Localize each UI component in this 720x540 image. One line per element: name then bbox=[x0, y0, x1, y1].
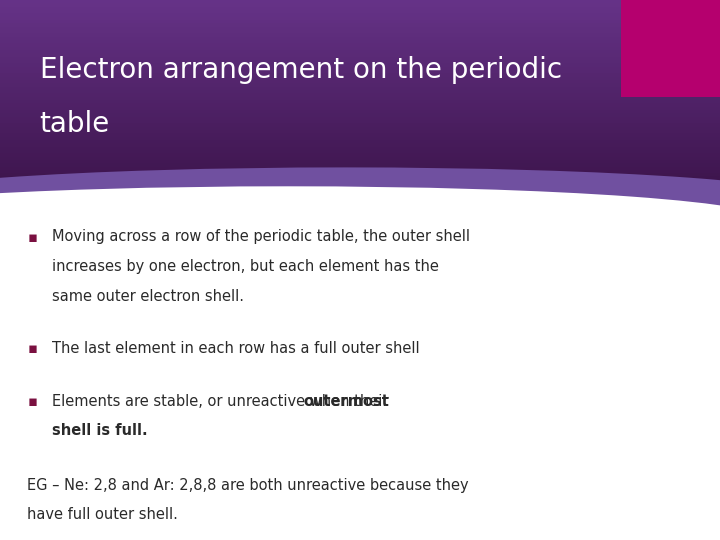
Bar bbox=[0, 180, 720, 183]
Bar bbox=[0, 83, 720, 86]
Bar bbox=[0, 170, 720, 173]
Text: table: table bbox=[40, 110, 110, 138]
Text: ▪: ▪ bbox=[27, 230, 37, 245]
Bar bbox=[0, 57, 720, 60]
Text: Moving across a row of the periodic table, the outer shell: Moving across a row of the periodic tabl… bbox=[52, 230, 470, 245]
Bar bbox=[0, 93, 720, 97]
Bar bbox=[0, 186, 720, 190]
Text: outermost: outermost bbox=[303, 394, 389, 409]
Text: Electron arrangement on the periodic: Electron arrangement on the periodic bbox=[40, 56, 562, 84]
Bar bbox=[0, 26, 720, 30]
Bar bbox=[0, 183, 720, 186]
Bar bbox=[0, 146, 720, 150]
Bar bbox=[0, 166, 720, 170]
Bar bbox=[0, 53, 720, 57]
Bar bbox=[0, 197, 720, 200]
Bar bbox=[621, 0, 720, 97]
Bar bbox=[0, 73, 720, 77]
Ellipse shape bbox=[0, 167, 720, 238]
Bar bbox=[0, 177, 720, 180]
Bar bbox=[0, 80, 720, 83]
Bar bbox=[0, 160, 720, 163]
Bar bbox=[0, 50, 720, 53]
Text: EG – Ne: 2,8 and Ar: 2,8,8 are both unreactive because they: EG – Ne: 2,8 and Ar: 2,8,8 are both unre… bbox=[27, 478, 469, 492]
Bar bbox=[0, 46, 720, 50]
Bar bbox=[0, 70, 720, 73]
Bar bbox=[0, 100, 720, 103]
Bar bbox=[0, 6, 720, 10]
Bar bbox=[0, 110, 720, 113]
Text: increases by one electron, but each element has the: increases by one electron, but each elem… bbox=[52, 259, 438, 274]
Bar bbox=[0, 133, 720, 137]
Bar bbox=[0, 190, 720, 193]
Bar bbox=[0, 130, 720, 133]
Ellipse shape bbox=[0, 186, 720, 256]
Bar bbox=[0, 20, 720, 23]
Bar bbox=[0, 17, 720, 20]
Bar bbox=[0, 97, 720, 100]
Bar bbox=[0, 150, 720, 153]
Bar bbox=[0, 126, 720, 130]
Bar bbox=[0, 120, 720, 123]
Bar bbox=[0, 140, 720, 143]
Bar bbox=[0, 63, 720, 66]
Bar bbox=[0, 23, 720, 26]
Bar bbox=[0, 30, 720, 33]
Bar bbox=[0, 77, 720, 80]
Bar bbox=[0, 43, 720, 46]
Text: ▪: ▪ bbox=[27, 341, 37, 356]
Bar bbox=[0, 163, 720, 166]
Bar bbox=[0, 60, 720, 63]
Bar bbox=[0, 153, 720, 157]
Bar bbox=[0, 40, 720, 43]
Bar bbox=[0, 157, 720, 160]
Bar bbox=[0, 14, 720, 17]
Bar bbox=[0, 143, 720, 146]
Text: ▪: ▪ bbox=[27, 394, 37, 409]
Text: The last element in each row has a full outer shell: The last element in each row has a full … bbox=[52, 341, 420, 356]
Bar bbox=[0, 86, 720, 90]
Bar bbox=[0, 137, 720, 140]
Text: have full outer shell.: have full outer shell. bbox=[27, 508, 179, 522]
Text: Elements are stable, or unreactive when their: Elements are stable, or unreactive when … bbox=[52, 394, 393, 409]
Bar bbox=[0, 193, 720, 197]
Bar bbox=[0, 33, 720, 37]
Text: shell is full.: shell is full. bbox=[52, 423, 148, 438]
Bar bbox=[0, 106, 720, 110]
Bar bbox=[0, 173, 720, 177]
Text: same outer electron shell.: same outer electron shell. bbox=[52, 289, 244, 304]
Bar bbox=[0, 3, 720, 6]
Bar bbox=[0, 66, 720, 70]
Bar bbox=[0, 123, 720, 126]
Bar bbox=[0, 10, 720, 14]
Bar bbox=[0, 0, 720, 3]
Bar bbox=[0, 37, 720, 40]
Bar bbox=[0, 117, 720, 120]
Bar bbox=[0, 113, 720, 117]
Bar bbox=[0, 90, 720, 93]
Bar bbox=[0, 103, 720, 106]
